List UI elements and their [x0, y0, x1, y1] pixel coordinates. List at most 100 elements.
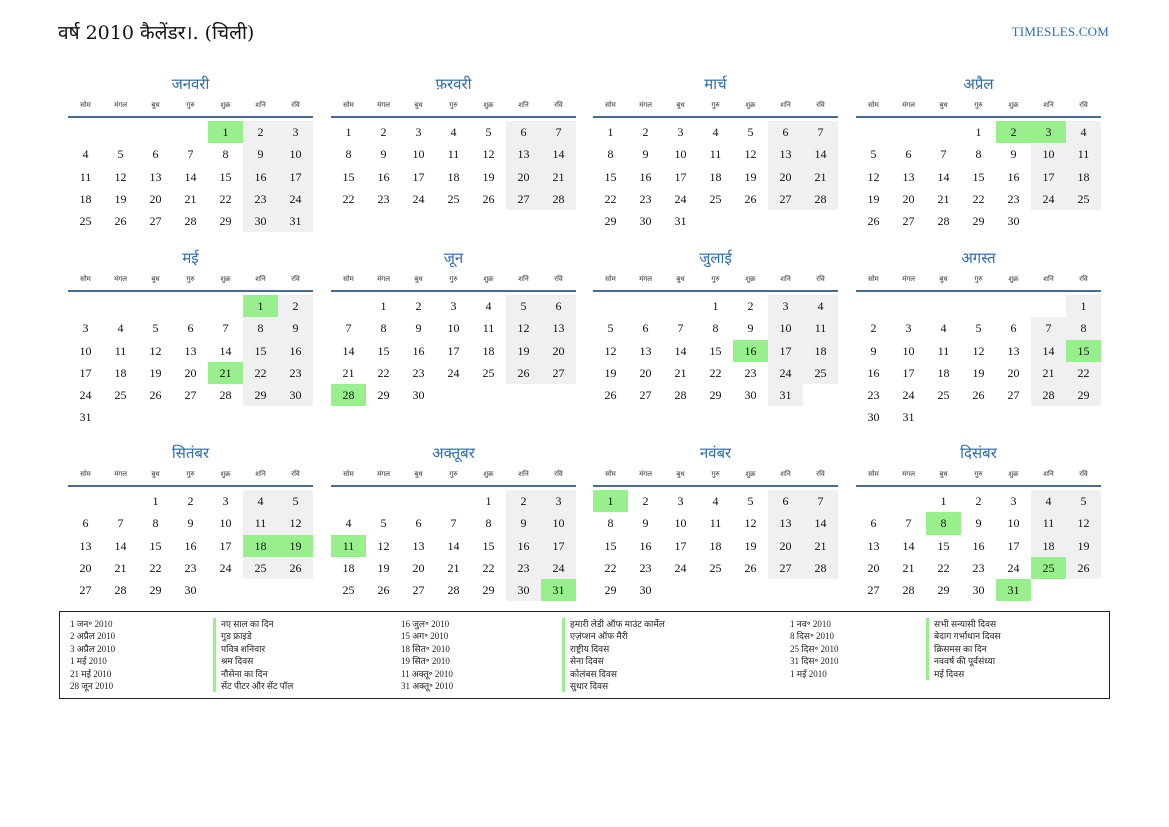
- weekday-label: सोम: [80, 101, 91, 109]
- empty-cell: [996, 295, 1031, 317]
- day-cell: 25: [803, 361, 838, 385]
- day-cell: 23: [1007, 191, 1020, 206]
- day-cell: 17: [412, 169, 425, 184]
- day-cell: 4: [712, 494, 719, 508]
- day-cell: 13: [412, 538, 425, 553]
- weekday-label: शुक्र: [745, 101, 756, 109]
- empty-cell: [926, 121, 961, 143]
- day-cell: 16: [506, 534, 541, 557]
- day-cell: 12: [377, 538, 390, 553]
- legend-date: 31 दिस॰ 2010: [790, 656, 839, 667]
- weekday-label: सोम: [868, 101, 879, 109]
- holiday-day-cell: 16: [733, 339, 768, 362]
- legend-date: 3 अप्रैल 2010: [70, 643, 116, 654]
- month-name: जुलाई: [699, 249, 732, 267]
- legend-names-col-3: सभी सन्यासी दिवस बेदाग गर्भाधान दिवस क्रिस…: [926, 618, 1001, 681]
- day-cell: 26: [506, 361, 541, 385]
- day-grid: 1 2 3 4 5 6 7 8 9 10 11 12 13 14 15 16 17 18 19 20 21 22 23 24 2…: [68, 121, 313, 233]
- day-cell: 30: [278, 384, 313, 407]
- day-cell: 6: [768, 121, 803, 144]
- day-cell: 18: [709, 169, 722, 184]
- day-cell: 4: [345, 516, 352, 531]
- month-block: मई सोम मंगल बुध गुरु शुक्र शनि रवि 1 2 3 4 5 6 7 8 9 10 11…: [68, 246, 313, 429]
- day-cell: 30: [639, 214, 652, 229]
- day-cell: 9: [1010, 147, 1017, 162]
- day-cell: 28: [541, 187, 576, 211]
- legend-holiday-name: हमारी लेडी ऑफ माउंट कार्मेल: [562, 618, 665, 631]
- weekday-label: शुक्र: [483, 101, 494, 109]
- day-cell: 25: [447, 191, 460, 206]
- day-cell: 2: [278, 295, 313, 318]
- day-cell: 19: [506, 339, 541, 362]
- weekday-label: मंगल: [377, 275, 390, 283]
- weekday-label: शनि: [1043, 470, 1054, 478]
- day-cell: 21: [184, 191, 197, 206]
- day-cell: 9: [415, 321, 422, 336]
- day-cell: 4: [1031, 490, 1066, 513]
- day-cell: 24: [1031, 187, 1066, 211]
- weekday-label: शनि: [1043, 101, 1054, 109]
- day-cell: 24: [768, 361, 803, 385]
- day-cell: 14: [937, 169, 950, 184]
- weekday-label: बुध: [414, 101, 423, 109]
- day-cell: 18: [79, 191, 92, 206]
- day-cell: 28: [674, 388, 687, 403]
- month-divider: [856, 116, 1101, 118]
- weekday-label: मंगल: [902, 101, 915, 109]
- weekday-label: सोम: [605, 101, 616, 109]
- day-cell: 24: [902, 388, 915, 403]
- day-cell: 29: [1066, 384, 1101, 407]
- empty-cell: [366, 490, 401, 512]
- day-cell: 6: [152, 147, 159, 162]
- day-cell: 30: [639, 583, 652, 598]
- site-link[interactable]: TIMESLES.COM: [1011, 24, 1109, 39]
- day-cell: 22: [604, 191, 617, 206]
- weekday-label: शनि: [255, 275, 266, 283]
- day-cell: 19: [377, 560, 390, 575]
- day-cell: 20: [768, 534, 803, 557]
- month-divider: [68, 290, 313, 292]
- day-cell: 30: [867, 410, 880, 425]
- weekday-label: बुध: [414, 470, 423, 478]
- day-cell: 19: [149, 365, 162, 380]
- day-cell: 26: [744, 191, 757, 206]
- weekday-label: मंगल: [377, 470, 390, 478]
- weekday-label: शुक्र: [745, 470, 756, 478]
- weekday-label: बुध: [676, 101, 685, 109]
- day-cell: 27: [768, 556, 803, 580]
- legend-holiday-name: पवित्र शनिवार: [213, 642, 293, 656]
- day-cell: 26: [1066, 556, 1101, 580]
- day-cell: 20: [149, 191, 162, 206]
- month-block: नवंबर सोम मंगल बुध गुरु शुक्र शनि रवि 1 2 3 4 5 6 7 8 9 1…: [593, 441, 838, 601]
- legend-dates-col-2: 16 जुल॰ 2010 15 अग॰ 2010 18 सित॰ 2010 19 सि…: [401, 618, 453, 692]
- day-cell: 12: [744, 147, 757, 162]
- day-cell: 18: [342, 560, 355, 575]
- legend-date: 2 अप्रैल 2010: [70, 631, 116, 642]
- day-cell: 2: [506, 490, 541, 513]
- day-cell: 19: [744, 169, 757, 184]
- day-cell: 11: [114, 343, 127, 358]
- day-cell: 21: [541, 165, 576, 188]
- day-cell: 8: [1066, 317, 1101, 340]
- day-cell: 29: [604, 583, 617, 598]
- day-cell: 24: [1007, 560, 1020, 575]
- day-cell: 21: [902, 560, 915, 575]
- day-cell: 15: [709, 343, 722, 358]
- day-cell: 23: [377, 191, 390, 206]
- day-cell: 28: [937, 214, 950, 229]
- day-cell: 29: [149, 583, 162, 598]
- day-cell: 29: [604, 214, 617, 229]
- legend-holiday-name: नववर्ष की पूर्वसंध्या: [926, 655, 1001, 668]
- day-cell: 14: [219, 343, 232, 358]
- weekday-label: शुक्र: [1008, 101, 1019, 109]
- weekday-label: शनि: [780, 275, 791, 283]
- day-cell: 17: [674, 169, 687, 184]
- day-cell: 12: [506, 317, 541, 340]
- day-cell: 18: [1031, 534, 1066, 557]
- holiday-day-cell: 2: [996, 121, 1031, 144]
- day-cell: 22: [243, 361, 278, 385]
- weekday-label: मंगल: [639, 101, 652, 109]
- day-cell: 18: [114, 365, 127, 380]
- empty-cell: [103, 121, 138, 143]
- day-cell: 2: [415, 299, 422, 313]
